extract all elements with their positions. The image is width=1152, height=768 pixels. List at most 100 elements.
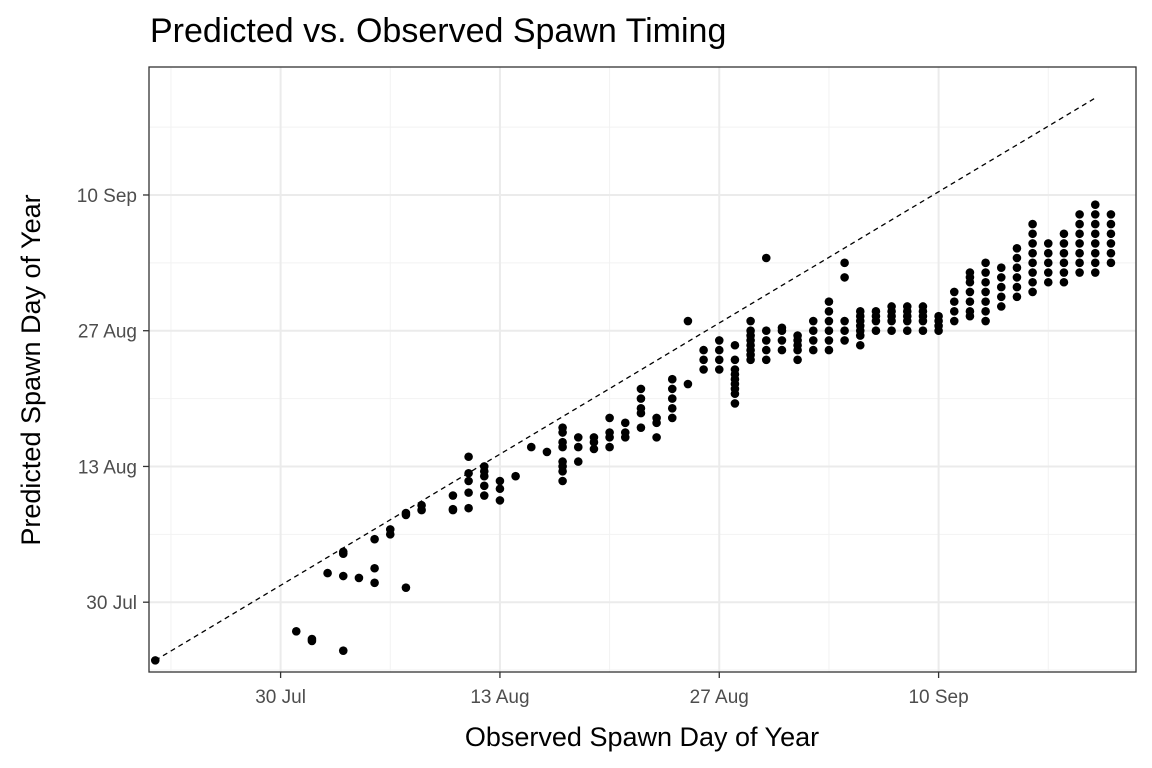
x-tick-label: 13 Aug <box>470 687 529 708</box>
data-point <box>730 340 740 350</box>
data-point <box>730 355 740 365</box>
data-point <box>1043 277 1053 287</box>
data-point <box>1075 210 1084 219</box>
data-point <box>1012 273 1022 282</box>
data-point <box>965 307 975 316</box>
data-point <box>479 462 489 471</box>
data-point <box>1106 258 1116 268</box>
data-point <box>965 297 975 306</box>
data-point <box>636 423 646 432</box>
data-point <box>1043 239 1053 248</box>
data-point <box>1028 229 1037 239</box>
data-point <box>667 384 677 394</box>
data-point <box>808 316 818 326</box>
data-point <box>699 365 708 374</box>
data-point <box>605 428 614 437</box>
data-point <box>1028 248 1037 258</box>
data-point <box>996 273 1006 282</box>
data-point <box>1028 239 1037 248</box>
data-point <box>1059 229 1069 239</box>
data-point <box>824 336 834 345</box>
data-point <box>558 437 567 447</box>
data-point <box>887 326 896 336</box>
data-point <box>620 428 630 437</box>
data-point <box>714 345 724 355</box>
data-point <box>370 578 379 588</box>
data-point <box>401 583 411 592</box>
data-point <box>714 355 724 365</box>
data-point <box>1012 292 1022 302</box>
data-point <box>981 307 990 316</box>
data-point <box>965 287 975 297</box>
x-axis-title: Observed Spawn Day of Year <box>465 722 819 752</box>
data-point <box>307 634 317 644</box>
data-point <box>636 384 646 394</box>
data-point <box>918 326 928 336</box>
data-point <box>761 336 771 345</box>
chart-title: Predicted vs. Observed Spawn Timing <box>150 12 727 50</box>
data-point <box>1028 219 1037 229</box>
y-axis: 30 Jul 13 Aug 27 Aug 10 Sep <box>77 186 149 614</box>
data-point <box>323 568 332 578</box>
data-point <box>730 365 740 374</box>
data-point <box>1012 244 1022 253</box>
data-point <box>981 297 990 306</box>
data-point <box>777 336 787 345</box>
data-point <box>793 355 802 365</box>
data-point <box>1012 263 1022 272</box>
data-point <box>526 442 536 452</box>
data-point <box>840 273 849 282</box>
y-tick-label: 10 Sep <box>77 186 137 207</box>
data-point <box>730 399 740 408</box>
data-point <box>605 442 614 452</box>
data-point <box>902 326 912 336</box>
data-point <box>464 488 473 497</box>
data-point <box>1106 239 1116 248</box>
data-point <box>573 457 583 466</box>
data-point <box>981 268 990 277</box>
data-point <box>495 476 505 486</box>
data-point <box>902 302 912 311</box>
data-point <box>981 287 990 297</box>
data-point <box>714 336 724 345</box>
data-point <box>495 484 505 494</box>
data-point <box>464 503 473 513</box>
data-point <box>1043 248 1053 258</box>
y-tick-label: 30 Jul <box>86 593 137 614</box>
data-point <box>761 345 771 355</box>
data-point <box>996 302 1006 311</box>
data-point <box>887 302 896 311</box>
data-point <box>1059 239 1069 248</box>
data-point <box>1090 229 1100 239</box>
data-point <box>1028 277 1037 287</box>
data-point <box>824 307 834 316</box>
data-point <box>840 336 849 345</box>
data-point <box>589 433 599 442</box>
data-point <box>1043 268 1053 277</box>
data-point <box>934 311 943 321</box>
data-point <box>824 326 834 336</box>
data-point <box>1028 258 1037 268</box>
y-tick-label: 27 Aug <box>78 322 137 343</box>
data-point <box>1043 258 1053 268</box>
data-points <box>150 200 1116 665</box>
data-point <box>291 626 301 636</box>
data-point <box>1075 258 1084 268</box>
data-point <box>1075 268 1084 277</box>
data-point <box>1075 229 1084 239</box>
data-point <box>448 491 458 500</box>
panel-border <box>148 66 1137 673</box>
data-point <box>636 403 646 413</box>
data-point <box>746 316 755 326</box>
data-point <box>558 476 567 486</box>
data-point <box>558 423 567 432</box>
data-point <box>1028 268 1037 277</box>
data-point <box>949 297 959 306</box>
data-point <box>1090 258 1100 268</box>
data-point <box>1090 268 1100 277</box>
data-point <box>1090 200 1100 209</box>
data-point <box>699 355 708 365</box>
y-tick-label: 13 Aug <box>78 457 137 478</box>
data-point <box>464 468 473 478</box>
